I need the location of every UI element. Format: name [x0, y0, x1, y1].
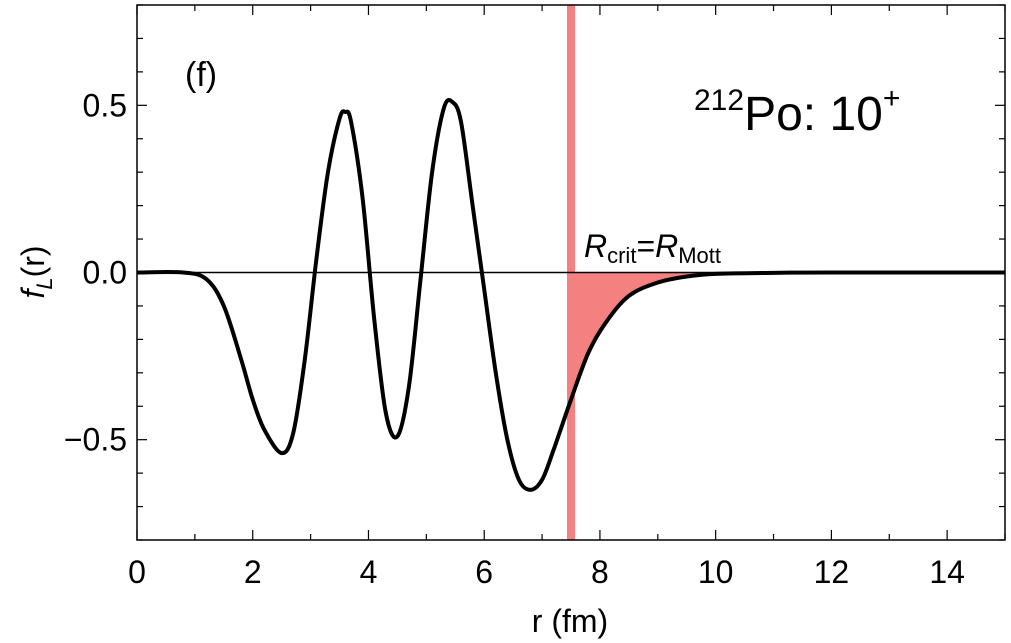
shaded-area — [571, 272, 1005, 400]
y-tick-labels: 0.5 0.0 −0.5 — [64, 87, 127, 457]
nucleus-annotation: 212Po: 10+ — [694, 82, 900, 141]
panel-label: (f) — [185, 56, 217, 94]
series-line — [136, 98, 1006, 492]
y-axis-label: fL(r) — [15, 245, 57, 298]
x-axis-label: r (fm) — [532, 603, 608, 639]
x-tick-label: 14 — [929, 554, 965, 590]
svg-text:fL(r): fL(r) — [15, 245, 57, 298]
rcrit-subscript: crit — [607, 243, 636, 268]
tick-marks — [136, 4, 1006, 541]
x-tick-label: 4 — [360, 554, 378, 590]
equals-sign: = — [636, 228, 655, 264]
shaded-region-layer — [571, 272, 1005, 400]
nucleus-symbol: Po: 10 — [744, 88, 883, 141]
rmott-symbol: R — [655, 228, 678, 264]
x-tick-label: 0 — [128, 554, 146, 590]
nucleus-mass: 212 — [694, 84, 744, 117]
y-axis-label-tail: (r) — [15, 245, 51, 277]
y-tick-label: 0.5 — [83, 87, 127, 123]
state-sign: + — [883, 82, 901, 115]
rmott-subscript: Mott — [678, 243, 721, 268]
rcrit-rmott-annotation: Rcrit=RMott — [584, 228, 721, 268]
x-tick-label: 12 — [814, 554, 850, 590]
y-tick-label: −0.5 — [64, 422, 127, 458]
x-tick-label: 8 — [591, 554, 609, 590]
x-tick-labels: 0 2 4 6 8 10 12 14 — [128, 554, 965, 590]
y-axis-label-sub: L — [32, 277, 57, 289]
x-tick-label: 6 — [475, 554, 493, 590]
rcrit-symbol: R — [584, 228, 607, 264]
x-tick-label: 2 — [244, 554, 262, 590]
x-tick-label: 10 — [698, 554, 734, 590]
y-tick-label: 0.0 — [83, 255, 127, 291]
